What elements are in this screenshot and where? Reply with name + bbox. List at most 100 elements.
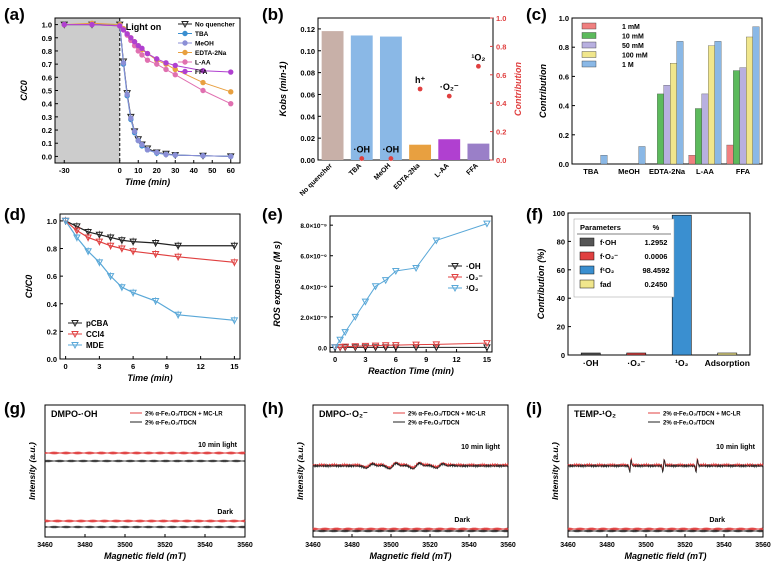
y-tick-label: 4.0×10⁻⁹ [300,284,327,291]
x-tick-label: 0 [64,362,68,371]
bar-L-AA-1 [695,108,702,165]
legend-label: 10 mM [622,34,644,41]
data-point [131,39,138,45]
x-tick-label: 3460 [37,542,53,549]
y-tick-label: 0.3 [42,113,52,122]
plot-frame [317,17,494,161]
x-category-label: No quencher [299,162,334,197]
data-point [230,242,239,250]
annotation-light-on: Light on [126,22,162,32]
series-line-1 [65,220,235,263]
table-swatch [579,279,595,289]
y-tick-label: 0.4 [47,300,58,309]
data-point [106,273,115,281]
y-tick-label: 1.0 [42,21,52,30]
y-tick-label: 60 [557,266,565,275]
data-point [124,91,130,98]
x-category-label: MeOH [618,167,640,176]
data-point [144,147,151,153]
y-right-tick-label: 0.0 [496,156,506,165]
legend-label: FFA [195,69,208,76]
bar-MeOH-4 [638,146,646,165]
contribution-point [476,63,481,69]
data-point [341,329,350,337]
y-right-tick-label: 0.2 [496,128,506,137]
spectrum-light [44,459,246,463]
data-point [131,128,138,135]
series-line-0 [65,220,235,247]
bar-MeOH [379,36,402,160]
legend-label: No quencher [195,22,235,29]
legend-label: 100 mM [622,53,648,60]
data-point [181,21,189,29]
data-point [84,234,92,242]
data-point [228,100,234,107]
data-point [351,343,360,351]
bar-FFA [467,143,490,160]
bar-FFA-0 [726,144,734,165]
condition-label-light: 10 min light [461,444,501,451]
data-point [174,242,182,250]
y-tick-label: 0.1 [42,139,52,148]
data-point [120,60,127,66]
condition-label-light: 10 min light [716,444,756,451]
x-axis-label: Time (min) [127,373,172,383]
x-category-label: Adsorption [705,358,750,368]
table-value: 0.0006 [645,252,668,261]
data-point [228,69,234,75]
panel-c: TBA MeOH EDTA-2Na L-AA FFA 0.0 0.2 0.4 0.6 0.8 1.0… [538,14,763,176]
data-point [106,242,115,250]
x-tick-label: -30 [59,166,70,175]
panel-g: DMPO-·OH 2% α-Fe₂O₃/TDCN + MC-LR 2% α-Fe₂O… [27,404,253,561]
y-tick-label: 0.06 [300,90,315,99]
y-tick-label: 0.6 [42,73,52,82]
x-category-label: ·OH [583,358,599,368]
bar-2 [671,214,692,356]
x-tick-label: 30 [171,166,179,175]
y-tick-label: 0.2 [559,131,569,140]
x-tick-label: 3480 [599,542,615,549]
data-point [351,344,360,352]
bar-EDTA-2Na-4 [676,41,684,165]
contribution-label: ·OH [383,145,400,155]
bar-L-AA [438,139,461,160]
table-param: f·OH [600,238,616,247]
y-right-tick-label: 0.8 [496,42,506,51]
spectrum-title: TEMP-¹O₂ [574,409,616,419]
y-right-tick-label: 0.6 [496,71,506,80]
data-point [151,298,160,306]
panel-b: No quencher TBA MeOH EDTA-2Na L-AA FFA ·OH ·OH h… [278,14,523,198]
data-point [129,289,137,297]
x-category-label: ¹O₂ [675,358,688,368]
x-tick-label: 10 [134,166,142,175]
data-point [61,21,67,28]
y-axis-label: Contribution [538,64,548,118]
spectrum-dark [567,529,764,533]
data-point [84,228,92,236]
bar-EDTA-2Na [409,144,432,160]
y-tick-label: 0.0 [559,160,569,169]
panel-label-i: (i) [526,399,542,418]
contribution-label: ¹O₂ [471,52,485,62]
x-tick-label: 15 [230,362,238,371]
data-point [228,153,234,160]
legend-swatch [581,60,597,68]
y-tick-label: 0.08 [300,69,315,78]
y-tick-label: 0.12 [300,25,315,34]
data-point [118,245,126,253]
y-axis-label: Intensity (a.u.) [295,442,305,500]
spectrum-title: DMPO-·O₂⁻ [319,409,368,419]
data-point [483,340,491,348]
data-point [174,253,182,261]
data-point [71,342,79,350]
panel-i: TEMP-¹O₂ 2% α-Fe₂O₃/TDCN + MC-LR 2% α-Fe₂O… [550,404,771,561]
table-swatch [579,251,595,261]
data-point [381,342,390,350]
bar-L-AA-3 [708,45,715,165]
data-point [128,35,134,41]
data-point [341,343,350,351]
x-tick-label: 3520 [157,542,173,549]
y-tick-label: 0.6 [559,72,569,81]
condition-label-dark: Dark [709,517,725,524]
x-tick-label: 0 [333,355,337,364]
